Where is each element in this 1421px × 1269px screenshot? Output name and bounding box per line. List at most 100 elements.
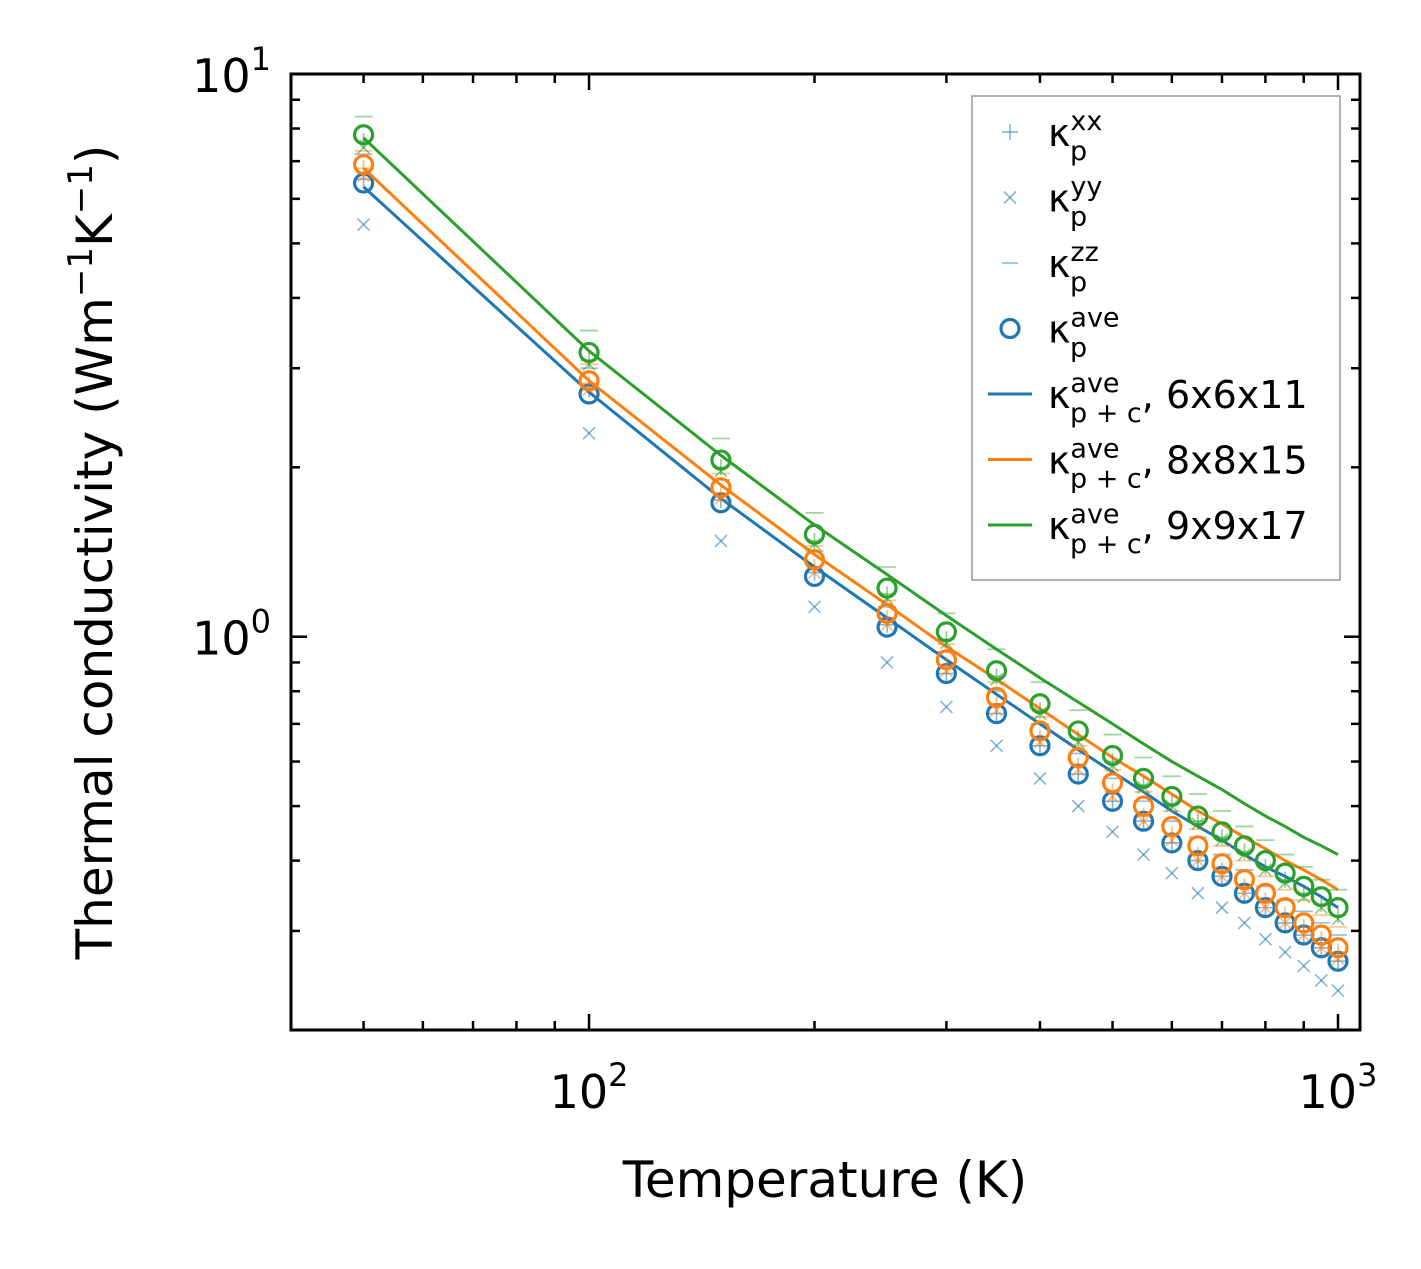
legend-entry: κave p + c, 8x8x15: [988, 434, 1308, 495]
marker-kave: [1310, 886, 1332, 908]
y-tick-label-exp: 0: [251, 603, 271, 641]
marker-kave: [1233, 835, 1256, 857]
x-tick-label: 103: [1299, 1056, 1378, 1119]
legend-sup: zz: [1070, 237, 1098, 268]
legend-suffix: , 8x8x15: [1142, 439, 1308, 483]
marker-kyy-b: [989, 739, 1004, 753]
marker-kyy-b: [880, 655, 894, 670]
legend-sym: κ: [1048, 111, 1070, 155]
legend-entry: κave p: [999, 303, 1120, 364]
marker-kave: [1029, 720, 1051, 742]
marker-kave: [1254, 882, 1277, 904]
x-tick-label-base: 10: [1299, 1065, 1358, 1119]
marker-kyy-b: [1136, 814, 1151, 828]
legend-sub: p: [1070, 136, 1087, 167]
marker-kave: [985, 686, 1008, 709]
marker-kyy-b: [1191, 886, 1205, 900]
marker-kave: [876, 602, 898, 625]
legend-sub: p + c: [1070, 398, 1142, 429]
marker-kave: [1211, 853, 1233, 875]
marker-kyy-b: [1215, 901, 1229, 915]
marker-kave: [1211, 821, 1233, 843]
legend-sym: κ: [1048, 504, 1070, 548]
marker-kave: [1327, 897, 1349, 919]
legend-label: κave p: [1048, 303, 1120, 364]
legend-sup: ave: [1070, 499, 1119, 530]
legend-entry: κzz p: [1002, 237, 1099, 298]
legend-label: κave p + c, 9x9x17: [1048, 499, 1308, 560]
series-8x8x15: [352, 150, 1349, 966]
legend-entry: κave p + c, 9x9x17: [988, 499, 1308, 560]
marker-kave: [1310, 924, 1332, 946]
legend-label: κxx p: [1048, 106, 1102, 167]
legend-sym: κ: [1048, 373, 1070, 417]
legend-entry: κxx p: [1002, 106, 1102, 167]
marker-kave: [985, 660, 1008, 682]
marker-kave: [352, 124, 375, 146]
marker-kave: [1254, 850, 1277, 872]
y-tick-label-exp: 1: [251, 40, 271, 78]
y-axis-label-sup1: −1: [61, 247, 101, 297]
legend-sup: ave: [1070, 434, 1119, 465]
marker-kyy-b: [1033, 771, 1047, 785]
marker-kave: [935, 621, 957, 643]
marker-kyy-b: [1331, 984, 1345, 998]
marker-kyy-b: [1191, 854, 1205, 868]
legend-sym: κ: [1048, 242, 1070, 286]
marker-kave: [1327, 937, 1349, 959]
marker-kyy-b: [1071, 799, 1085, 813]
marker-kyy-b: [582, 426, 596, 440]
legend-marker-circle: [999, 317, 1021, 340]
marker-kave: [1233, 869, 1256, 891]
legend-sup: xx: [1070, 106, 1102, 137]
y-tick-label: 101: [192, 40, 271, 103]
marker-kave: [710, 449, 732, 471]
marker-kyy-b: [1278, 916, 1292, 930]
line-kpc-9x9x17: [362, 136, 1339, 856]
marker-kyy-b: [807, 600, 822, 614]
marker-kave: [710, 477, 732, 499]
marker-kave: [1067, 746, 1089, 769]
legend-label: κyy p: [1048, 172, 1102, 233]
marker-kave: [803, 523, 826, 545]
x-axis-label: Temperature (K): [622, 1151, 1027, 1209]
y-tick-label: 100: [192, 603, 271, 666]
marker-kave: [1293, 912, 1315, 934]
legend-marker-x-b: [1003, 190, 1017, 205]
marker-kave: [803, 549, 826, 571]
marker-kave: [876, 577, 898, 599]
marker-kave: [935, 649, 957, 671]
legend-sub: p: [1070, 333, 1087, 364]
y-axis-label-end: ): [66, 145, 124, 165]
series-9x9x17: [352, 115, 1349, 926]
marker-kave: [1187, 805, 1209, 827]
x-tick-label: 102: [550, 1056, 629, 1119]
series-layer: [352, 115, 1349, 998]
marker-kyy-b: [714, 534, 728, 548]
marker-kave: [1293, 875, 1315, 897]
legend-sym: κ: [1048, 177, 1070, 221]
legend-sup: ave: [1070, 368, 1119, 399]
marker-kyy-b: [1297, 959, 1311, 973]
marker-kyy-b: [1314, 973, 1328, 987]
legend-sup: ave: [1070, 303, 1119, 334]
marker-kave: [1067, 720, 1089, 742]
legend-sym: κ: [1048, 308, 1070, 352]
marker-kyy-b: [939, 700, 953, 714]
marker-kave: [1101, 772, 1124, 794]
legend-sym: κ: [1048, 439, 1070, 483]
x-tick-label-exp: 3: [1357, 1056, 1377, 1094]
legend-entry: κave p + c, 6x6x11: [988, 368, 1308, 429]
legend-label: κave p + c, 6x6x11: [1048, 368, 1308, 429]
marker-kave: [1029, 693, 1051, 715]
marker-kyy-b: [1258, 932, 1272, 946]
marker-kave: [1132, 767, 1155, 789]
marker-kave: [1274, 897, 1296, 919]
marker-kave: [578, 370, 600, 392]
marker-kave: [1274, 862, 1296, 884]
marker-kyy-b: [1165, 866, 1179, 880]
